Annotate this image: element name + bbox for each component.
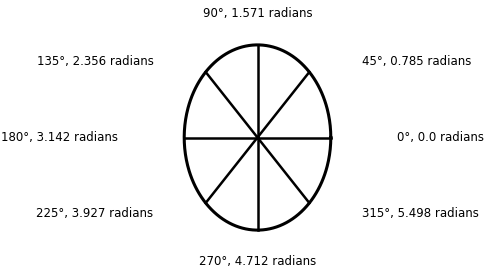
Text: 270°, 4.712 radians: 270°, 4.712 radians (198, 255, 316, 268)
Text: 225°, 3.927 radians: 225°, 3.927 radians (36, 207, 153, 220)
Text: 0°, 0.0 radians: 0°, 0.0 radians (396, 131, 483, 144)
Text: 315°, 5.498 radians: 315°, 5.498 radians (361, 207, 477, 220)
Text: 135°, 2.356 radians: 135°, 2.356 radians (36, 55, 153, 68)
Text: 45°, 0.785 radians: 45°, 0.785 radians (361, 55, 470, 68)
Text: 90°, 1.571 radians: 90°, 1.571 radians (202, 7, 312, 20)
Text: 180°, 3.142 radians: 180°, 3.142 radians (1, 131, 118, 144)
